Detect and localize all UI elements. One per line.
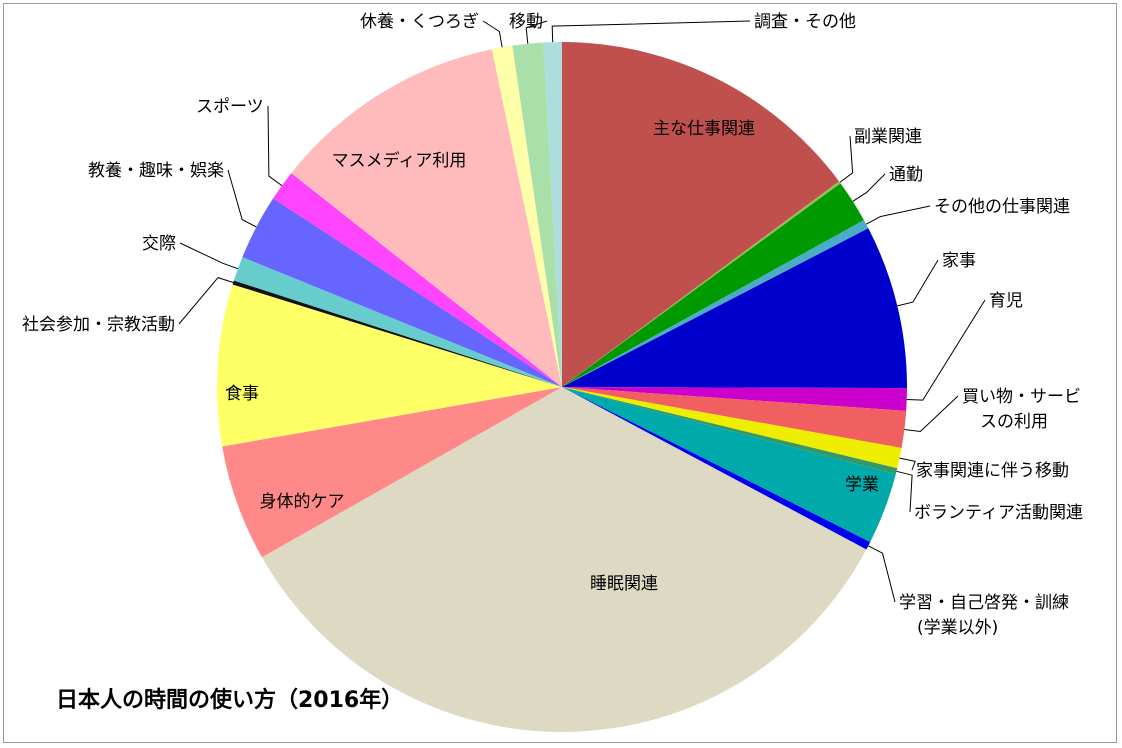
leader-line [897, 259, 939, 307]
leader-line [865, 205, 931, 225]
pie-slice [232, 280, 562, 387]
pie-slice [562, 387, 896, 543]
pie-slice [291, 49, 562, 387]
slice-label: 買い物・サービスの利用 [962, 387, 1081, 432]
leader-line [267, 105, 283, 187]
pie-slice [273, 173, 562, 387]
slice-label: 交際 [142, 234, 176, 254]
pie-slice [233, 257, 562, 387]
slice-label: マスメディア利用 [332, 150, 467, 171]
pie-slice [562, 183, 864, 387]
leader-line [868, 545, 896, 603]
slice-label: 社会参加・宗教活動 [22, 315, 175, 335]
leader-line [525, 20, 548, 44]
slice-label: その他の仕事関連 [934, 197, 1070, 217]
leader-line [896, 470, 913, 513]
leader-line [178, 277, 234, 325]
slice-label: 調査・その他 [754, 12, 856, 32]
slice-label: ボランティア活動関連 [914, 503, 1083, 523]
slice-label: 休養・くつろぎ [360, 12, 479, 32]
leader-lines [178, 20, 986, 603]
leader-line [179, 242, 239, 270]
chart-frame: 主な仕事関連 副業関連通勤 その他の仕事関連家事 育児買い物・サービスの利用家事関連に… [3, 3, 1117, 743]
leader-line [906, 299, 986, 401]
pie-slice [562, 228, 908, 389]
slice-label: 家事 [942, 251, 976, 271]
slice-labels: 主な仕事関連 副業関連通勤その他の仕事関連家事育児買い物・サービスの利用家事関連に… [22, 12, 1083, 638]
slice-label: 副業関連 [854, 127, 922, 147]
leader-line [899, 457, 916, 471]
pie-slice [562, 387, 871, 550]
pie-slice [562, 387, 902, 469]
slice-label: 移動 [509, 12, 543, 32]
pie-slice [242, 198, 562, 387]
chart-title: 日本人の時間の使い方（2016年） [56, 687, 403, 713]
slice-label: 育児 [989, 291, 1023, 311]
pie-slice [491, 45, 562, 388]
pie-slice [562, 387, 898, 475]
pie-slice [512, 42, 562, 387]
leader-line [852, 173, 886, 202]
slice-label: 睡眠関連 [590, 574, 658, 594]
pie-slices [216, 42, 908, 732]
slice-label: 家事関連に伴う移動 [916, 461, 1069, 481]
leader-line [227, 169, 257, 228]
pie-slice [562, 220, 869, 387]
pie-slice [562, 181, 841, 387]
leader-line [904, 395, 959, 433]
slice-label: 通勤 [889, 165, 923, 185]
slice-label: 教養・趣味・娯楽 [88, 161, 224, 181]
leader-line [839, 135, 854, 183]
pie-slice [562, 42, 840, 387]
pie-slice [562, 387, 907, 448]
pie-slice [261, 387, 867, 732]
pie-slice [222, 387, 563, 558]
pie-slice [543, 42, 562, 387]
slice-label: 食事 [225, 384, 259, 404]
slice-label: 主な仕事関連 [653, 119, 755, 139]
leader-line [551, 20, 751, 43]
slice-label: スポーツ [196, 97, 264, 117]
leader-line [482, 20, 503, 48]
pie-chart: 主な仕事関連 副業関連通勤その他の仕事関連家事育児買い物・サービスの利用家事関連に… [22, 12, 1083, 732]
slice-label: 学習・自己啓発・訓練(学業以外) [899, 593, 1069, 638]
pie-slice [562, 387, 907, 411]
pie-slice [216, 284, 562, 447]
slice-label: 学業 [845, 475, 879, 495]
slice-label: 身体的ケア [260, 492, 345, 512]
